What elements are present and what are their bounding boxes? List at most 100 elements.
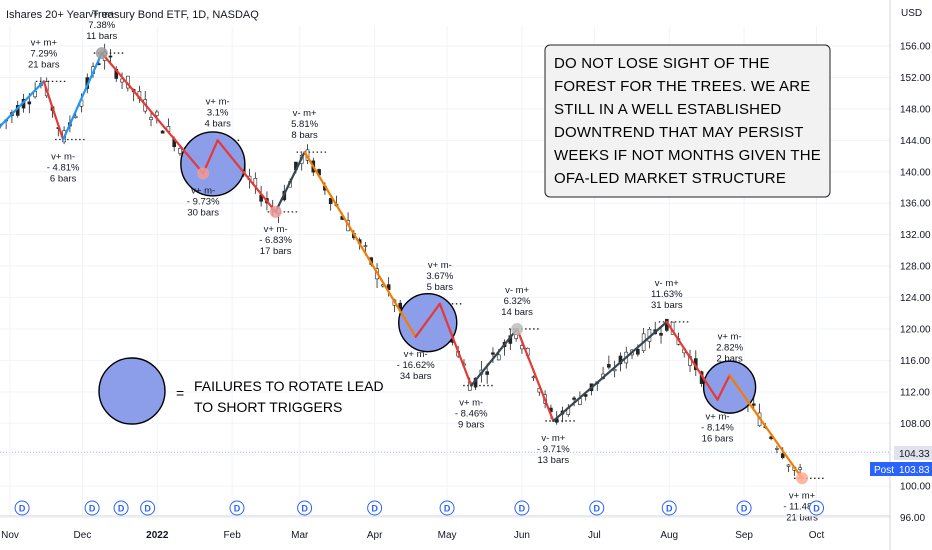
commentary-box: DO NOT LOSE SIGHT OF THE FOREST FOR THE T… [544,44,831,198]
price-bar-body [178,148,182,154]
pivot-label: 6 bars [50,174,77,185]
trend-leg [516,327,555,423]
pivot-label: 11 bars [86,31,117,42]
dividend-event-marker[interactable]: D [367,500,383,516]
trend-leg [216,139,277,213]
dividend-letter: D [118,504,125,514]
current-price-tag: 104.33 [894,446,932,460]
y-tick-label: 108.00 [900,419,931,430]
pivot-marker [511,322,524,335]
dividend-event-marker[interactable]: D [229,500,245,516]
dividend-icon [113,500,129,516]
dividend-event-marker[interactable]: D [661,500,677,516]
pivot-label: 6.32% [504,296,531,307]
pivot-label: v+ m+ [89,9,116,20]
pivot-label: - 9.71% [537,444,570,455]
currency-label: USD [901,8,922,19]
post-value: 103.83 [899,465,930,476]
y-tick-label: 152.00 [900,73,931,84]
dividend-event-marker[interactable]: D [297,500,313,516]
dividend-event-marker[interactable]: D [809,500,825,516]
pivot-label: 34 bars [400,371,432,382]
price-bar-body [798,467,802,470]
pivot-label: 7.38% [88,20,115,31]
pivot-label: 2.82% [716,342,743,353]
pivot-label: 3.67% [426,271,453,282]
dividend-letter: D [519,504,526,514]
price-bar-body [514,334,518,339]
current-price-value: 104.33 [899,449,930,460]
pivot-label: 5.81% [291,119,318,130]
trend-leg [303,151,417,338]
price-bar-body [149,117,153,121]
pivot-label: 8 bars [291,130,318,141]
pivot-label: v+ m- [718,331,742,342]
pivot-marker [269,205,282,218]
rotation-failure-circle [180,131,246,197]
dividend-letter: D [301,504,308,514]
commentary-line: WEEKS IF NOT MONTHS GIVEN THE [554,147,821,164]
pivot-label: - 8.46% [455,409,488,420]
pivot-marker [95,47,108,60]
price-axis[interactable]: 96.00100.00104.00108.00112.00116.00120.0… [889,0,931,550]
pivot-label: 14 bars [501,307,533,318]
price-bar-body [780,453,785,458]
trend-legs [0,47,809,485]
commentary-line: DOWNTREND THAT MAY PERSIST [554,124,804,141]
trend-leg [274,151,306,213]
price-bar-body [572,397,576,400]
dividend-icon [14,500,30,516]
dividend-event-marker[interactable]: D [140,500,156,516]
dividend-icon [514,500,530,516]
dividend-event-marker[interactable]: D [736,500,752,516]
dividend-event-marker[interactable]: D [84,500,100,516]
dividend-icon [84,500,100,516]
time-axis[interactable]: Nov Dec 2022 Feb Mar Apr May Jun Jul Aug Sep Oct [0,515,890,541]
pivot-label: 3.1% [207,107,229,118]
pivot-label: - 4.81% [47,163,80,174]
dividend-event-marker[interactable]: D [514,500,530,516]
price-bar-body [636,348,640,355]
trend-leg [0,80,45,128]
pivot-marker [197,167,210,180]
post-label: Post [874,465,894,476]
pivot-label: 9 bars [458,420,485,431]
x-tick-label: Sep [735,530,753,541]
x-tick-label: Aug [660,530,678,541]
y-tick-label: 124.00 [900,293,931,304]
price-bar-body [160,130,165,134]
pivot-label: - 16.62% [397,360,436,371]
trend-leg [728,374,804,480]
y-tick-label: 120.00 [900,324,931,335]
pivot-label: 16 bars [702,434,734,445]
dividend-letter: D [89,504,96,514]
dividend-letter: D [234,504,241,514]
dividend-event-marker[interactable]: D [14,500,30,516]
price-bar-body [485,371,489,375]
price-bar-body [659,332,663,336]
y-tick-label: 132.00 [900,230,931,241]
dividend-icon [140,500,156,516]
dividend-event-marker[interactable]: D [589,500,605,516]
dividend-icon [229,500,245,516]
pivot-label: - 9.73% [187,196,220,207]
dividend-letter: D [19,504,26,514]
y-tick-label: 128.00 [900,262,931,273]
pivot-label: 31 bars [651,300,683,311]
y-tick-label: 116.00 [900,356,930,367]
pivot-label: 21 bars [786,512,818,523]
legend-equals: = [176,385,184,401]
price-bar-body [155,111,159,116]
dividend-event-marker[interactable]: D [439,500,455,516]
price-bar-body [27,101,32,105]
price-bar-body [328,198,333,204]
grid-lines [0,26,890,519]
commentary-line: OFA-LED MARKET STRUCTURE [554,170,786,187]
trend-leg [665,320,719,401]
x-tick-label: Jul [588,530,601,541]
y-tick-label: 156.00 [900,42,931,53]
dividend-event-marker[interactable]: D [113,500,129,516]
dividend-icon [367,500,383,516]
